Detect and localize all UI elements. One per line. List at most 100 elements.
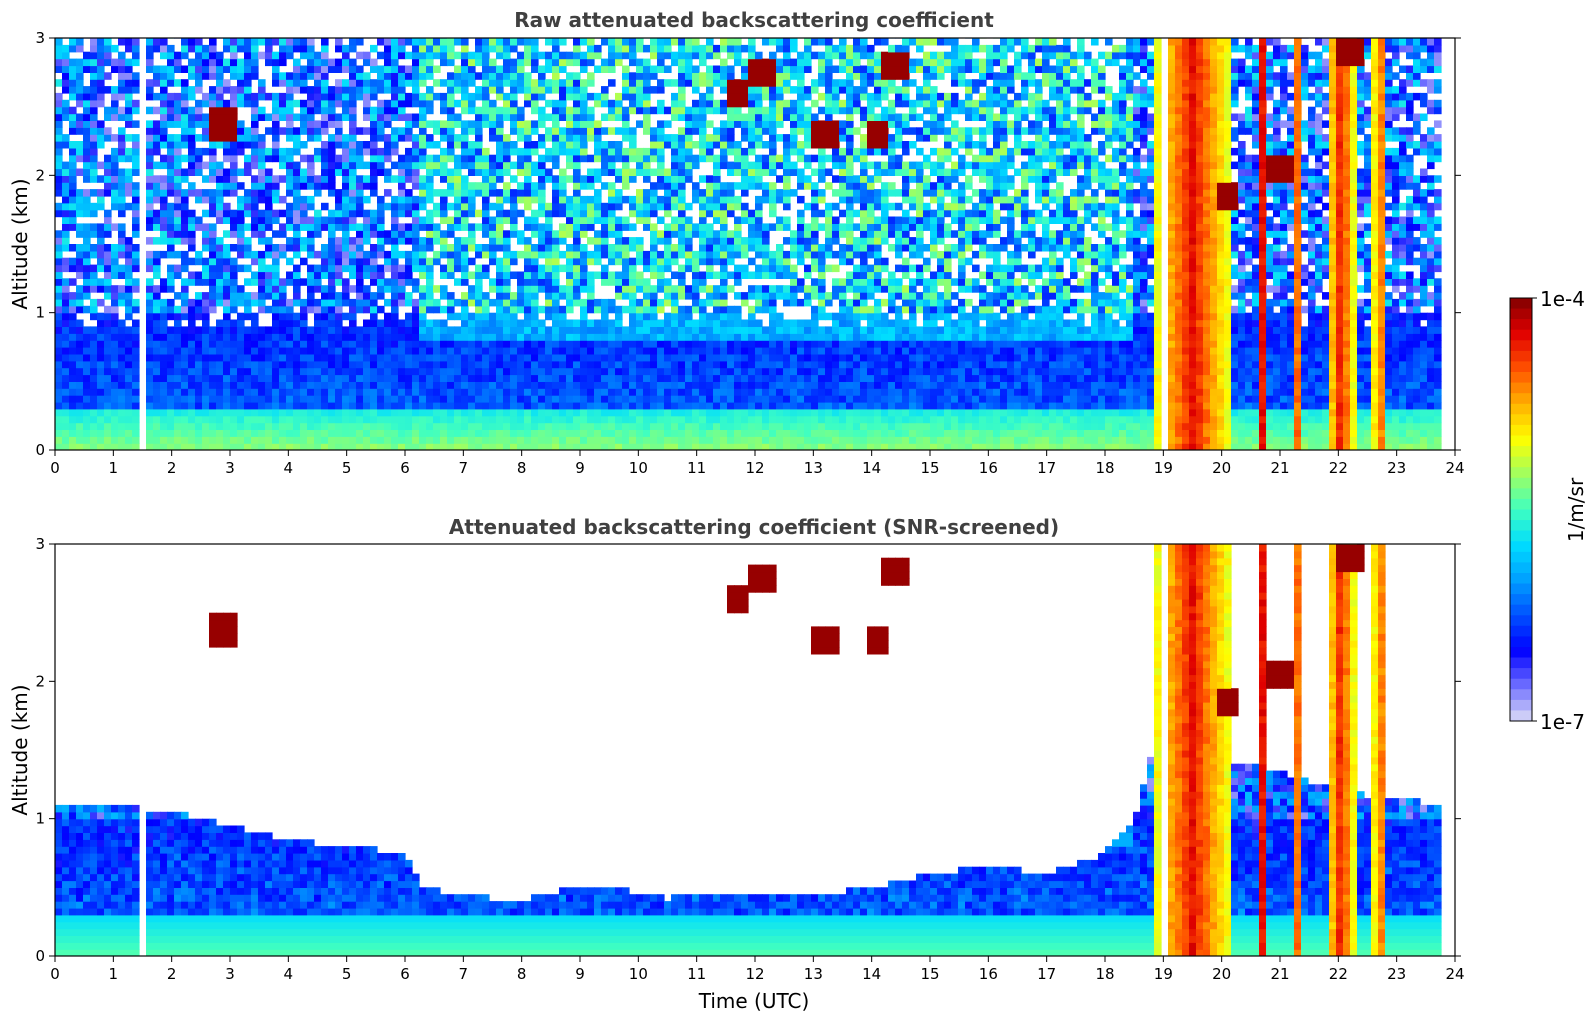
heatmap-cell: [482, 154, 490, 163]
heatmap-cell: [97, 388, 105, 396]
heatmap-cell: [517, 422, 525, 430]
heatmap-cell: [657, 175, 665, 183]
heatmap-cell: [69, 106, 77, 115]
heatmap-cell: [188, 429, 196, 437]
heatmap-cell: [265, 189, 273, 197]
heatmap-cell: [111, 58, 119, 67]
heatmap-cell: [587, 113, 595, 121]
heatmap-cell: [321, 408, 329, 417]
heatmap-cell: [692, 340, 700, 348]
heatmap-cell: [573, 99, 581, 108]
heatmap-cell: [608, 395, 616, 403]
heatmap-cell: [468, 223, 476, 231]
heatmap-cell: [503, 154, 511, 163]
heatmap-cell: [279, 305, 287, 314]
heatmap-cell: [587, 340, 595, 348]
heatmap-cell: [580, 175, 588, 183]
heatmap-cell: [587, 395, 595, 403]
heatmap-cell: [146, 340, 154, 348]
heatmap-cell: [419, 182, 427, 190]
heatmap-cell: [468, 367, 476, 376]
heatmap-cell: [300, 326, 308, 334]
heatmap-cell: [307, 333, 315, 341]
heatmap-cell: [713, 230, 721, 238]
heatmap-cell: [132, 374, 140, 382]
heatmap-cell: [454, 257, 462, 266]
heatmap-cell: [573, 38, 581, 46]
heatmap-cell: [608, 113, 616, 121]
heatmap-cell: [629, 237, 637, 245]
heatmap-cell: [643, 340, 651, 348]
heatmap-cell: [146, 134, 154, 142]
heatmap-cell: [314, 408, 322, 417]
heatmap-cell: [328, 298, 336, 307]
heatmap-cell: [531, 408, 539, 417]
heatmap-cell: [608, 168, 616, 176]
heatmap-cell: [167, 436, 175, 444]
heatmap-cell: [482, 223, 490, 231]
heatmap-cell: [160, 367, 168, 376]
heatmap-cell: [496, 347, 504, 355]
heatmap-cell: [615, 340, 623, 348]
heatmap-cell: [300, 182, 308, 190]
heatmap-cell: [174, 209, 182, 218]
heatmap-cell: [363, 367, 371, 376]
heatmap-cell: [202, 127, 210, 135]
heatmap-cell: [650, 38, 658, 46]
heatmap-cell: [412, 72, 420, 80]
heatmap-cell: [244, 65, 252, 73]
heatmap-cell: [321, 353, 329, 362]
heatmap-cell: [657, 120, 665, 128]
heatmap-cell: [111, 195, 119, 204]
heatmap-cell: [146, 257, 154, 266]
heatmap-cell: [321, 113, 329, 121]
heatmap-cell: [601, 230, 609, 238]
heatmap-cell: [426, 44, 434, 53]
heatmap-cell: [391, 333, 399, 341]
heatmap-cell: [160, 422, 168, 430]
heatmap-cell: [489, 79, 497, 87]
heatmap-cell: [692, 230, 700, 238]
heatmap-cell: [594, 367, 602, 376]
heatmap-cell: [496, 367, 504, 376]
heatmap-cell: [223, 65, 231, 73]
heatmap-cell: [314, 99, 322, 108]
heatmap-cell: [671, 175, 679, 183]
heatmap-cell: [258, 161, 266, 170]
heatmap-cell: [482, 244, 490, 252]
heatmap-cell: [181, 395, 189, 403]
heatmap-cell: [734, 264, 742, 273]
heatmap-cell: [475, 120, 483, 128]
heatmap-cell: [559, 422, 567, 430]
heatmap-cell: [734, 374, 742, 382]
heatmap-cell: [657, 264, 665, 273]
heatmap-cell: [195, 443, 203, 450]
heatmap-cell: [244, 408, 252, 417]
heatmap-cell: [454, 312, 462, 321]
heatmap-cell: [720, 202, 728, 211]
heatmap-cell: [153, 319, 161, 327]
heatmap-cell: [552, 161, 560, 170]
heatmap-cell: [62, 278, 70, 286]
heatmap-cell: [237, 429, 245, 437]
heatmap-cell: [664, 189, 672, 197]
heatmap-cell: [55, 388, 63, 396]
heatmap-cell: [503, 264, 511, 273]
heatmap-cell: [279, 395, 287, 403]
heatmap-cell: [440, 127, 448, 135]
heatmap-cell: [713, 443, 721, 450]
heatmap-cell: [552, 353, 560, 362]
heatmap-cell: [573, 443, 581, 450]
heatmap-cell: [594, 360, 602, 369]
heatmap-cell: [307, 127, 315, 135]
heatmap-cell: [545, 134, 553, 142]
heatmap-cell: [237, 99, 245, 108]
heatmap-cell: [286, 374, 294, 382]
heatmap-cell: [405, 120, 413, 128]
heatmap-cell: [573, 209, 581, 218]
heatmap-cell: [55, 113, 63, 121]
heatmap-cell: [454, 195, 462, 204]
heatmap-cell: [657, 374, 665, 382]
heatmap-cell: [622, 395, 630, 403]
heatmap-cell: [391, 147, 399, 156]
